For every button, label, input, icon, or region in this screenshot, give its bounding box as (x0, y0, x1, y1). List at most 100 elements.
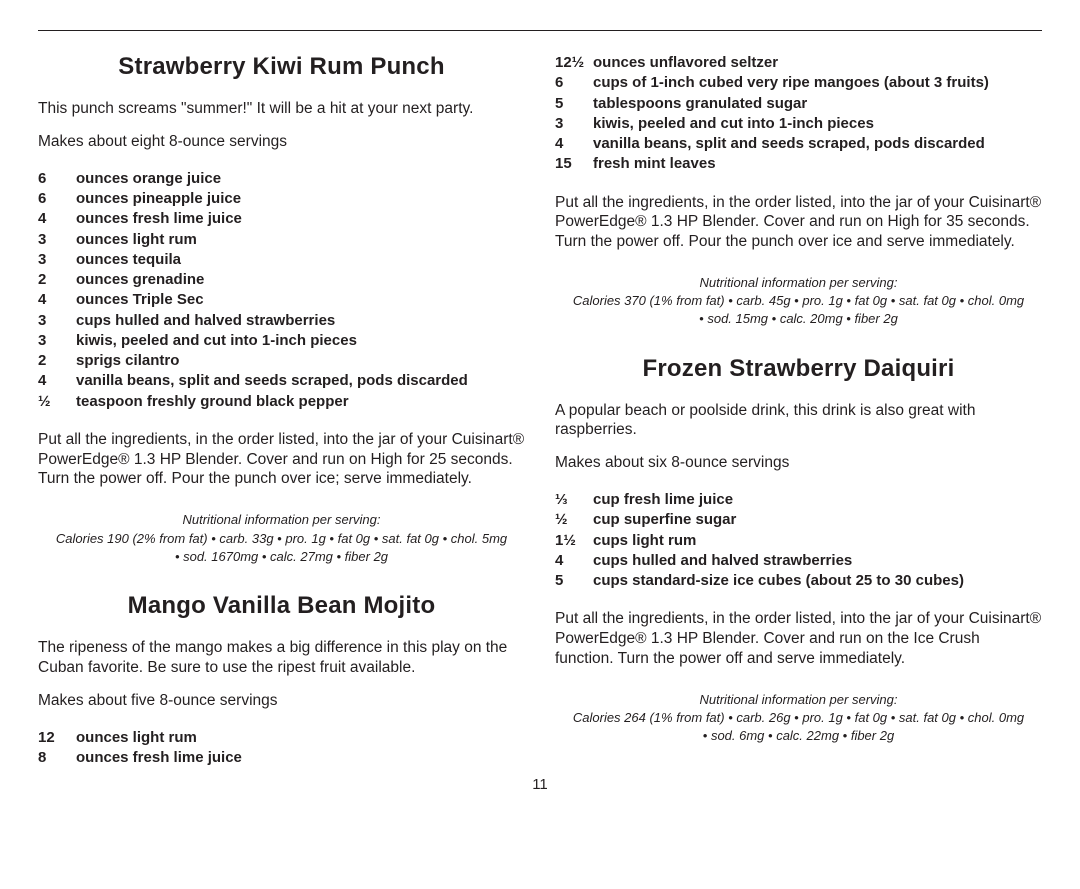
ingredient-row: 4vanilla beans, split and seeds scraped,… (555, 134, 1042, 154)
ingredient-qty: 4 (38, 209, 76, 229)
ingredient-row: 4ounces Triple Sec (38, 290, 525, 310)
ingredient-item: sprigs cilantro (76, 351, 525, 371)
ingredient-item: cups of 1-inch cubed very ripe mangoes (… (593, 73, 1042, 93)
ingredient-qty: 2 (38, 270, 76, 290)
ingredient-item: kiwis, peeled and cut into 1-inch pieces (76, 331, 525, 351)
ingredient-qty: 15 (555, 154, 593, 174)
recipe-description: This punch screams "summer!" It will be … (38, 99, 525, 119)
ingredient-row: 3cups hulled and halved strawberries (38, 311, 525, 331)
ingredient-qty: 4 (38, 371, 76, 391)
ingredient-item: vanilla beans, split and seeds scraped, … (76, 371, 525, 391)
recipe-mango-mojito: Mango Vanilla Bean Mojito The ripeness o… (38, 592, 525, 768)
ingredient-item: ounces orange juice (76, 169, 525, 189)
ingredient-row: 5cups standard-size ice cubes (about 25 … (555, 571, 1042, 591)
ingredients-list: 6ounces orange juice6ounces pineapple ju… (38, 169, 525, 412)
ingredient-qty: 3 (38, 331, 76, 351)
ingredient-row: 6ounces orange juice (38, 169, 525, 189)
left-column: Strawberry Kiwi Rum Punch This punch scr… (38, 53, 525, 768)
ingredient-item: ounces Triple Sec (76, 290, 525, 310)
ingredient-qty: 5 (555, 94, 593, 114)
nutrition-line: • sod. 6mg • calc. 22mg • fiber 2g (555, 727, 1042, 745)
recipe-yield: Makes about five 8-ounce servings (38, 692, 525, 710)
ingredient-row: 3ounces tequila (38, 250, 525, 270)
recipe-title: Frozen Strawberry Daiquiri (555, 355, 1042, 383)
ingredients-list: 12ounces light rum8ounces fresh lime jui… (38, 728, 525, 769)
ingredient-row: 4vanilla beans, split and seeds scraped,… (38, 371, 525, 391)
ingredient-item: ounces fresh lime juice (76, 209, 525, 229)
ingredient-row: 1½cups light rum (555, 531, 1042, 551)
nutrition-header: Nutritional information per serving: (38, 511, 525, 529)
ingredient-qty: 2 (38, 351, 76, 371)
ingredients-list: ⅓cup fresh lime juice½cup superfine suga… (555, 490, 1042, 591)
ingredient-qty: 3 (38, 311, 76, 331)
ingredient-row: 6cups of 1-inch cubed very ripe mangoes … (555, 73, 1042, 93)
page-top-rule (38, 30, 1042, 31)
ingredient-qty: 12½ (555, 53, 593, 73)
ingredient-item: fresh mint leaves (593, 154, 1042, 174)
ingredient-qty: 1½ (555, 531, 593, 551)
ingredient-qty: 5 (555, 571, 593, 591)
ingredient-item: ounces pineapple juice (76, 189, 525, 209)
ingredient-item: cups hulled and halved strawberries (76, 311, 525, 331)
ingredient-qty: ½ (38, 392, 76, 412)
ingredient-qty: 6 (38, 189, 76, 209)
ingredient-item: ounces light rum (76, 230, 525, 250)
ingredient-qty: 4 (38, 290, 76, 310)
ingredient-qty: 12 (38, 728, 76, 748)
ingredient-row: 12½ounces unflavored seltzer (555, 53, 1042, 73)
ingredient-qty: 8 (38, 748, 76, 768)
nutrition-line: Calories 190 (2% from fat) • carb. 33g •… (38, 530, 525, 548)
ingredient-qty: 6 (38, 169, 76, 189)
ingredient-item: ounces light rum (76, 728, 525, 748)
recipe-title: Strawberry Kiwi Rum Punch (38, 53, 525, 81)
ingredient-qty: 6 (555, 73, 593, 93)
ingredient-qty: ½ (555, 510, 593, 530)
ingredient-row: 3ounces light rum (38, 230, 525, 250)
ingredient-item: cups hulled and halved strawberries (593, 551, 1042, 571)
nutrition-info: Nutritional information per serving: Cal… (555, 274, 1042, 329)
ingredient-item: cups light rum (593, 531, 1042, 551)
ingredient-item: ounces fresh lime juice (76, 748, 525, 768)
ingredient-item: ounces grenadine (76, 270, 525, 290)
recipe-instructions: Put all the ingredients, in the order li… (555, 193, 1042, 252)
ingredient-item: tablespoons granulated sugar (593, 94, 1042, 114)
recipe-mango-mojito-cont: 12½ounces unflavored seltzer6cups of 1-i… (555, 53, 1042, 329)
ingredient-qty: 3 (38, 250, 76, 270)
two-column-layout: Strawberry Kiwi Rum Punch This punch scr… (38, 53, 1042, 768)
ingredient-item: cup superfine sugar (593, 510, 1042, 530)
recipe-yield: Makes about eight 8-ounce servings (38, 133, 525, 151)
ingredient-qty: 4 (555, 134, 593, 154)
nutrition-line: Calories 264 (1% from fat) • carb. 26g •… (555, 709, 1042, 727)
page-number: 11 (38, 776, 1042, 793)
ingredients-list: 12½ounces unflavored seltzer6cups of 1-i… (555, 53, 1042, 175)
ingredient-item: ounces unflavored seltzer (593, 53, 1042, 73)
ingredient-item: cup fresh lime juice (593, 490, 1042, 510)
ingredient-row: ½cup superfine sugar (555, 510, 1042, 530)
ingredient-item: cups standard-size ice cubes (about 25 t… (593, 571, 1042, 591)
ingredient-row: 12ounces light rum (38, 728, 525, 748)
nutrition-info: Nutritional information per serving: Cal… (555, 691, 1042, 746)
ingredient-qty: ⅓ (555, 490, 593, 510)
recipe-yield: Makes about six 8-ounce servings (555, 454, 1042, 472)
recipe-strawberry-kiwi: Strawberry Kiwi Rum Punch This punch scr… (38, 53, 525, 566)
ingredient-item: ounces tequila (76, 250, 525, 270)
ingredient-qty: 4 (555, 551, 593, 571)
ingredient-qty: 3 (38, 230, 76, 250)
nutrition-line: Calories 370 (1% from fat) • carb. 45g •… (555, 292, 1042, 310)
ingredient-item: teaspoon freshly ground black pepper (76, 392, 525, 412)
ingredient-row: 2sprigs cilantro (38, 351, 525, 371)
nutrition-info: Nutritional information per serving: Cal… (38, 511, 525, 566)
recipe-frozen-daiquiri: Frozen Strawberry Daiquiri A popular bea… (555, 355, 1042, 746)
ingredient-row: 15fresh mint leaves (555, 154, 1042, 174)
ingredient-qty: 3 (555, 114, 593, 134)
ingredient-row: 2ounces grenadine (38, 270, 525, 290)
ingredient-row: 3kiwis, peeled and cut into 1-inch piece… (555, 114, 1042, 134)
ingredient-row: 3kiwis, peeled and cut into 1-inch piece… (38, 331, 525, 351)
nutrition-line: • sod. 15mg • calc. 20mg • fiber 2g (555, 310, 1042, 328)
ingredient-row: ½teaspoon freshly ground black pepper (38, 392, 525, 412)
nutrition-line: • sod. 1670mg • calc. 27mg • fiber 2g (38, 548, 525, 566)
nutrition-header: Nutritional information per serving: (555, 691, 1042, 709)
nutrition-header: Nutritional information per serving: (555, 274, 1042, 292)
right-column: 12½ounces unflavored seltzer6cups of 1-i… (555, 53, 1042, 768)
ingredient-row: 4ounces fresh lime juice (38, 209, 525, 229)
